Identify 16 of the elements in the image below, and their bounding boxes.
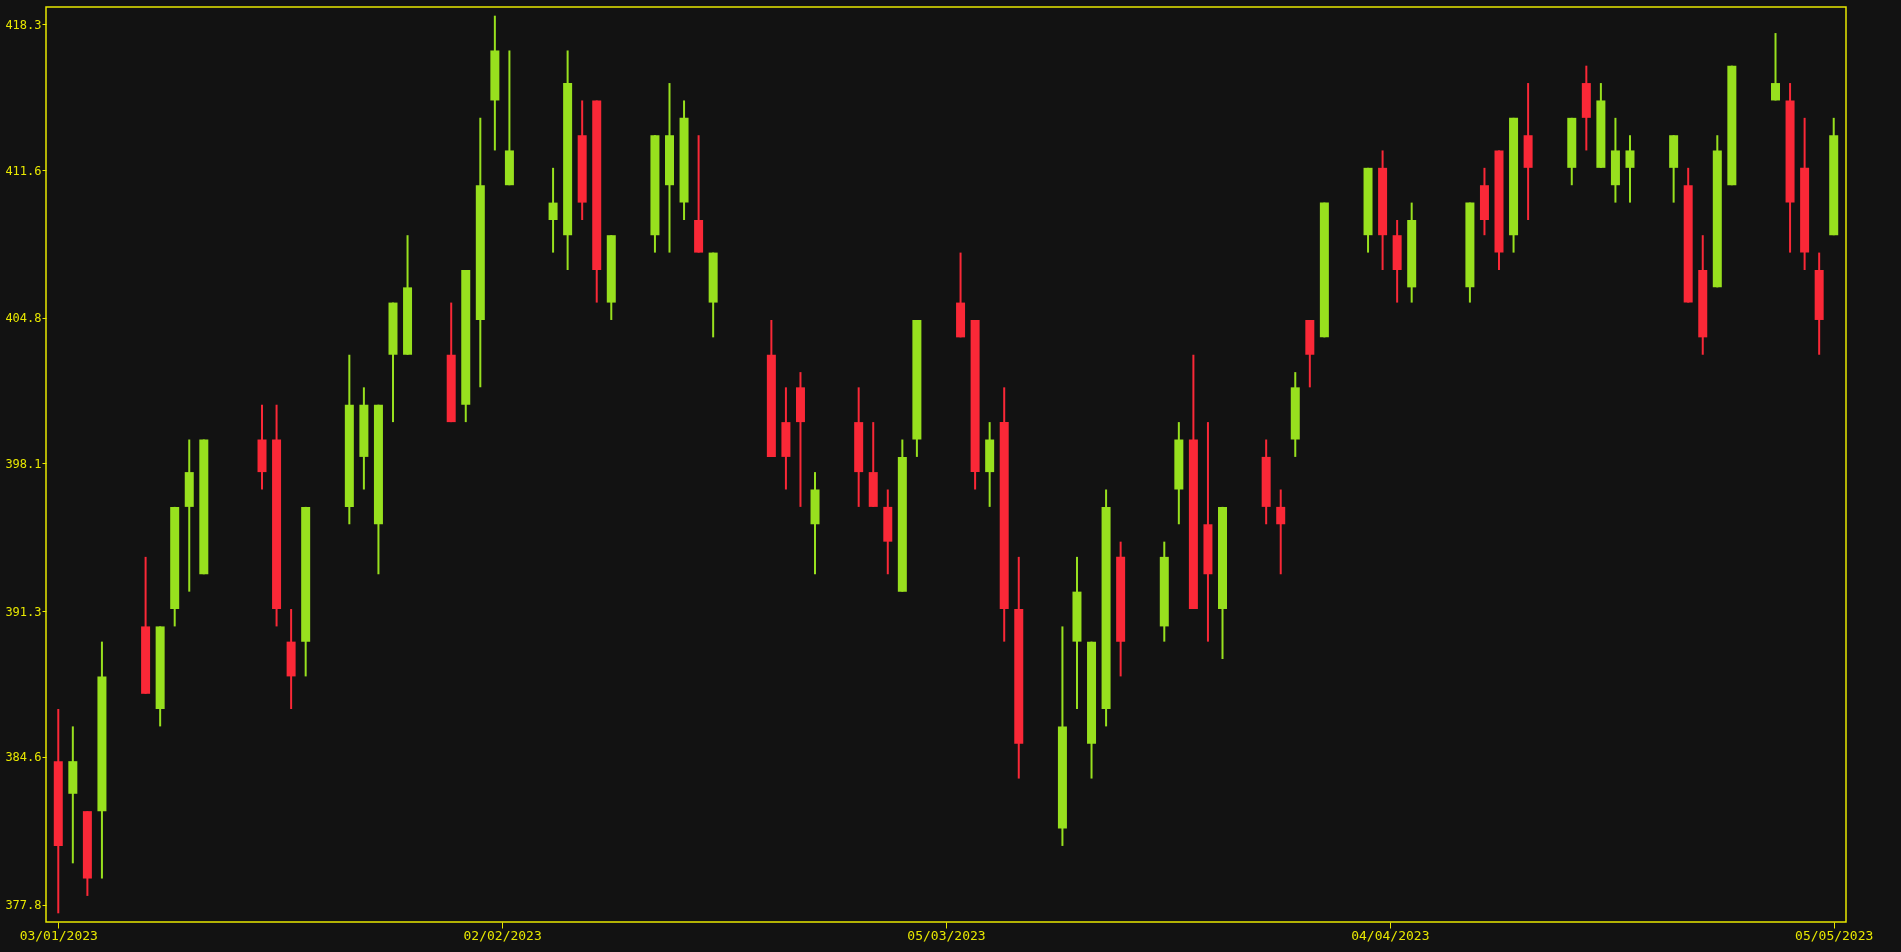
candlestick: [1771, 32, 1781, 102]
y-tick-label: 404.8: [5, 311, 42, 326]
candlestick: [548, 166, 558, 254]
x-tick-label: 04/04/2023: [1351, 927, 1430, 943]
y-tick-label: 377.8: [5, 898, 42, 913]
y-tick-label: 418.3: [5, 17, 42, 32]
x-tick-label: 05/03/2023: [907, 927, 986, 943]
y-tick-label: 398.1: [5, 456, 42, 471]
x-tick-label: 03/01/2023: [19, 927, 98, 943]
candlestick: [1625, 134, 1635, 204]
candlestick: [1276, 488, 1286, 576]
y-tick-label: 391.3: [5, 604, 42, 619]
x-tick-label: 05/05/2023: [1795, 927, 1874, 943]
x-tick-label: 02/02/2023: [463, 927, 542, 943]
y-tick-label: 411.6: [5, 163, 42, 178]
y-tick-label: 384.6: [5, 750, 42, 765]
